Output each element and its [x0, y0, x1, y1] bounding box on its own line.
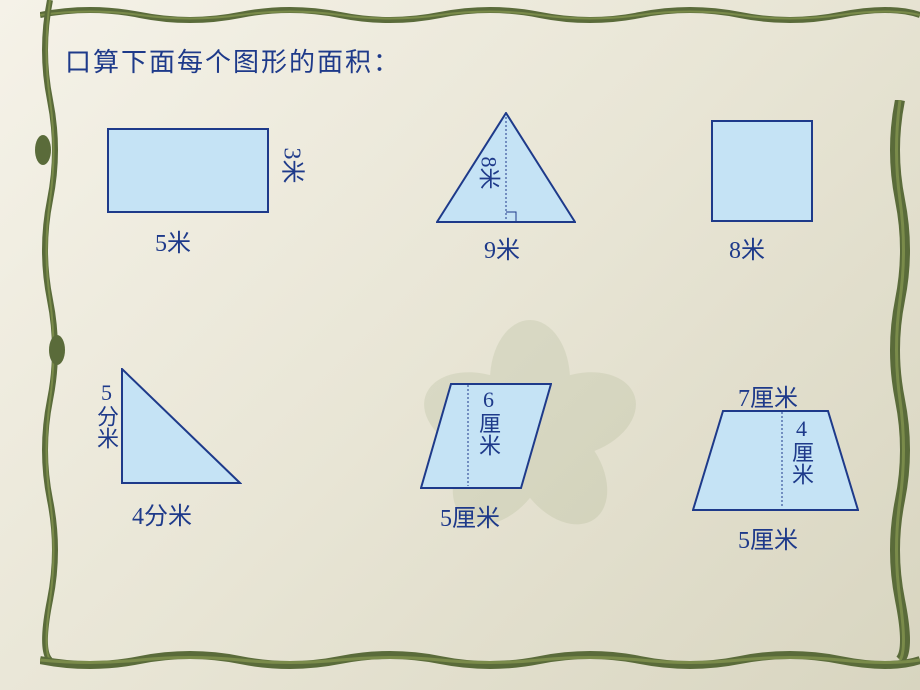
- page-title: 口算下面每个图形的面积：: [65, 42, 401, 79]
- shape-parallelogram: 5厘米 6厘米: [420, 383, 552, 490]
- shape-square: 8米: [711, 120, 813, 222]
- square-side-label: 8米: [729, 230, 765, 265]
- trapezoid-top-label: 7厘米: [738, 378, 798, 413]
- parallelogram-height-label: 6厘米: [472, 387, 504, 456]
- rectangle-height-label: 3米: [278, 148, 313, 184]
- parallelogram-base-label: 5厘米: [440, 498, 500, 533]
- shape-triangle: 9米 8米: [436, 112, 576, 224]
- shape-right-triangle: 4分米 5分米: [120, 368, 242, 485]
- trapezoid-svg: [692, 410, 859, 512]
- shape-trapezoid: 7厘米 5厘米 4厘米: [692, 410, 859, 512]
- triangle-height-label: 8米: [475, 156, 507, 189]
- trapezoid-bottom-label: 5厘米: [738, 520, 798, 555]
- shape-rectangle: 5米 3米: [107, 128, 269, 213]
- right-triangle-base-label: 4分米: [132, 496, 192, 531]
- square-svg: [711, 120, 813, 222]
- trapezoid-height-label: 4厘米: [785, 416, 817, 485]
- right-triangle-height-label: 5分米: [90, 380, 122, 449]
- rectangle-width-label: 5米: [155, 223, 191, 258]
- rectangle-svg: [107, 128, 269, 213]
- background: [0, 0, 920, 690]
- right-triangle-svg: [120, 368, 242, 485]
- triangle-base-label: 9米: [484, 230, 520, 265]
